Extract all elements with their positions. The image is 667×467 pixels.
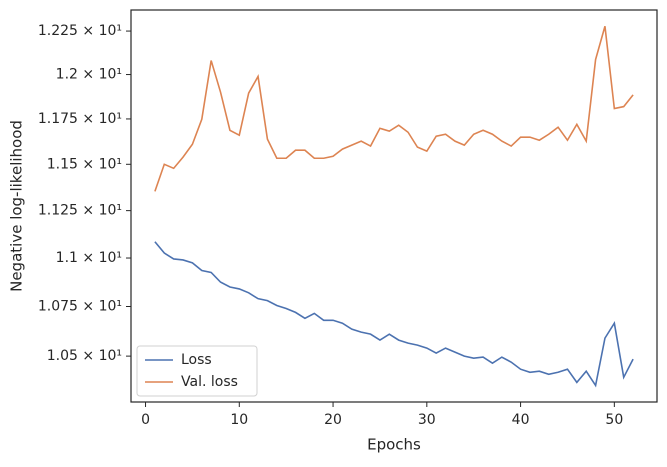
x-tick-label: 30	[418, 412, 436, 428]
x-tick-label: 20	[324, 412, 342, 428]
y-tick-label: 1.125 × 10¹	[38, 203, 122, 219]
x-tick-label: 40	[512, 412, 530, 428]
legend-box	[136, 345, 258, 397]
y-tick-label: 1.1 × 10¹	[56, 250, 122, 266]
y-tick-label: 1.05 × 10¹	[47, 348, 122, 364]
y-tick-label: 1.175 × 10¹	[38, 111, 122, 127]
y-tick-label: 1.2 × 10¹	[56, 67, 122, 83]
y-axis-label: Negative log-likelihood	[8, 120, 26, 292]
x-tick-label: 10	[230, 412, 248, 428]
series-line	[154, 241, 634, 388]
y-tick-label: 1.225 × 10¹	[38, 23, 122, 39]
x-tick-label: 0	[141, 412, 150, 428]
legend-label: Loss	[181, 352, 212, 368]
series-line	[154, 26, 634, 192]
x-tick-label: 50	[605, 412, 623, 428]
y-tick-label: 1.075 × 10¹	[38, 299, 122, 315]
x-axis-label: Epochs	[367, 436, 421, 454]
y-tick-label: 1.15 × 10¹	[47, 156, 122, 172]
plot-frame	[130, 9, 658, 403]
legend-label: Val. loss	[181, 374, 238, 390]
